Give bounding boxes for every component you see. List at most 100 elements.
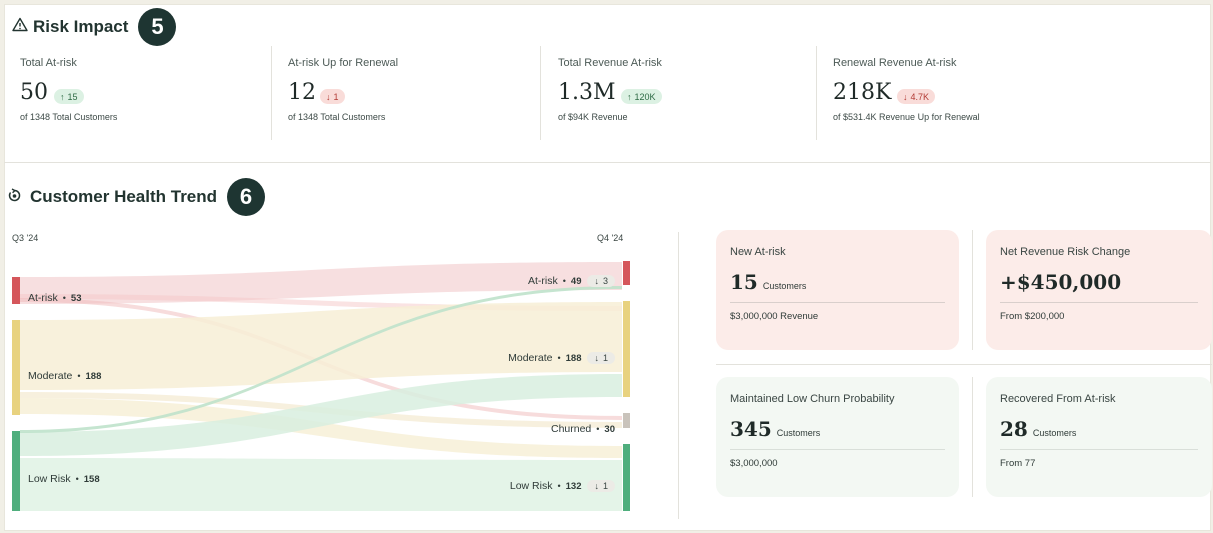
node-bar-q3-atrisk — [12, 277, 20, 304]
kpi-total-at-risk: Total At-risk 50 ↑ 15 of 1348 Total Custo… — [20, 42, 260, 140]
card-net-revenue-risk-change: Net Revenue Risk Change +$450,000 From $… — [986, 230, 1212, 350]
kpi-delta-value: 4.7K — [910, 91, 930, 102]
risk-impact-header: Risk Impact 5 — [12, 8, 177, 46]
card-value: +$450,000 — [1000, 270, 1198, 294]
node-name: Moderate — [28, 370, 73, 382]
node-bar-q3-moderate — [12, 320, 20, 415]
kpi-delta-value: 1 — [333, 91, 339, 102]
period-label-left: Q3 '24 — [12, 233, 39, 243]
kpi-delta-badge: ↑ 15 — [54, 89, 84, 104]
node-count: 188 — [85, 370, 102, 382]
flow-moderate-to-lowrisk — [20, 398, 622, 458]
node-name: At-risk — [28, 292, 58, 304]
health-trend-title: Customer Health Trend — [30, 187, 218, 206]
node-delta-value: 3 — [602, 276, 608, 286]
node-label-q4-churned: Churned • 30 — [550, 423, 615, 435]
node-label-q4-moderate: Moderate • 188 ↓ 1 — [508, 352, 615, 364]
node-label-q3-moderate: Moderate • 188 — [28, 370, 102, 382]
card-title: Recovered From At-risk — [1000, 393, 1116, 405]
card-divider — [972, 377, 973, 497]
arrow-down-icon: ↓ — [594, 353, 599, 363]
kpi-label: Total Revenue At-risk — [558, 57, 662, 69]
arrow-down-icon: ↓ — [594, 481, 599, 491]
node-delta-badge: ↓ 1 — [587, 480, 615, 492]
arrow-down-icon: ↓ — [594, 276, 599, 286]
step-badge-5: 5 — [138, 8, 177, 46]
risk-impact-title: Risk Impact — [33, 17, 129, 36]
sankey-flows — [12, 261, 630, 511]
kpi-delta-badge: ↓ 4.7K — [897, 89, 936, 104]
kpi-subtext: of $531.4K Revenue Up for Renewal — [833, 112, 980, 122]
node-name: Low Risk — [28, 473, 71, 485]
flow-lowrisk-to-lowrisk — [20, 458, 622, 511]
card-footnote: $3,000,000 — [730, 458, 778, 469]
node-name: Low Risk — [509, 480, 553, 492]
node-delta-badge: ↓ 3 — [587, 275, 615, 287]
card-recovered-from-at-risk: Recovered From At-risk 28 Customers From … — [986, 377, 1212, 497]
card-number: +$450,000 — [1000, 270, 1122, 294]
kpi-label: Renewal Revenue At-risk — [833, 57, 957, 69]
card-title: Net Revenue Risk Change — [1000, 246, 1131, 258]
node-count: 188 — [565, 352, 582, 364]
node-name: Churned — [550, 423, 592, 435]
card-rule — [730, 449, 945, 450]
node-name: Moderate — [508, 352, 553, 364]
kpi-delta-badge: ↑ 120K — [621, 89, 662, 104]
kpi-value: 1.3M — [558, 80, 616, 105]
kpi-at-risk-renewal: At-risk Up for Renewal 12 ↓ 1 of 1348 Tot… — [288, 42, 528, 140]
node-label-q4-atrisk: At-risk • 49 ↓ 3 — [528, 275, 615, 287]
kpi-divider — [271, 46, 272, 140]
section-divider — [4, 162, 1211, 163]
node-delta-value: 1 — [602, 481, 608, 491]
node-count: 49 — [570, 275, 582, 287]
node-name: At-risk — [528, 275, 558, 287]
card-footnote: From 77 — [1000, 458, 1036, 469]
step-badge-6: 6 — [227, 178, 266, 216]
card-number: 345 — [730, 417, 772, 441]
node-count: 53 — [70, 292, 82, 304]
card-value: 28 Customers — [1000, 417, 1198, 441]
health-trend-header: Customer Health Trend 6 — [8, 178, 266, 216]
kpi-delta-value: 15 — [67, 91, 78, 102]
card-rule — [1000, 302, 1198, 303]
arrow-down-icon: ↓ — [903, 91, 908, 102]
node-bar-q4-moderate — [623, 301, 630, 397]
card-title: New At-risk — [730, 246, 786, 258]
node-label-q3-atrisk: At-risk • 53 — [28, 292, 82, 304]
node-label-q4-lowrisk: Low Risk • 132 ↓ 1 — [510, 480, 615, 492]
kpi-subtext: of $94K Revenue — [558, 112, 628, 122]
card-new-at-risk: New At-risk 15 Customers $3,000,000 Reven… — [716, 230, 959, 350]
card-value: 15 Customers — [730, 270, 945, 294]
node-count: 30 — [604, 423, 615, 435]
card-maintained-low-churn: Maintained Low Churn Probability 345 Cust… — [716, 377, 959, 497]
card-rule — [730, 302, 945, 303]
card-value: 345 Customers — [730, 417, 945, 441]
kpi-delta-badge: ↓ 1 — [320, 89, 345, 104]
trend-divider — [678, 232, 679, 519]
kpi-value: 218K — [833, 80, 892, 105]
node-bar-q4-lowrisk — [623, 444, 630, 511]
node-count: 132 — [565, 480, 582, 492]
kpi-delta-value: 120K — [634, 91, 656, 102]
kpi-divider — [816, 46, 817, 140]
card-rule — [1000, 449, 1198, 450]
card-divider — [972, 230, 973, 350]
warning-triangle-icon — [12, 17, 28, 37]
kpi-renewal-revenue-at-risk: Renewal Revenue At-risk 218K ↓ 4.7K of $5… — [833, 42, 1133, 140]
kpi-label: Total At-risk — [20, 57, 77, 69]
node-bar-q4-churned — [623, 413, 630, 428]
arrow-up-icon: ↑ — [627, 91, 632, 102]
node-bar-q3-lowrisk — [12, 431, 20, 511]
node-bar-q4-atrisk — [623, 261, 630, 285]
kpi-value: 50 — [20, 80, 48, 105]
node-delta-badge: ↓ 1 — [587, 352, 615, 364]
flow-moderate-to-moderate — [20, 302, 622, 390]
flow-atrisk-to-atrisk — [20, 262, 622, 304]
card-number: 15 — [730, 270, 758, 294]
kpi-total-revenue-at-risk: Total Revenue At-risk 1.3M ↑ 120K of $94K… — [558, 42, 808, 140]
flow-lowrisk-to-moderate — [20, 374, 622, 456]
arrow-up-icon: ↑ — [60, 91, 65, 102]
period-label-right: Q4 '24 — [597, 233, 624, 243]
node-count: 158 — [83, 473, 100, 485]
card-row-divider — [716, 364, 1212, 365]
